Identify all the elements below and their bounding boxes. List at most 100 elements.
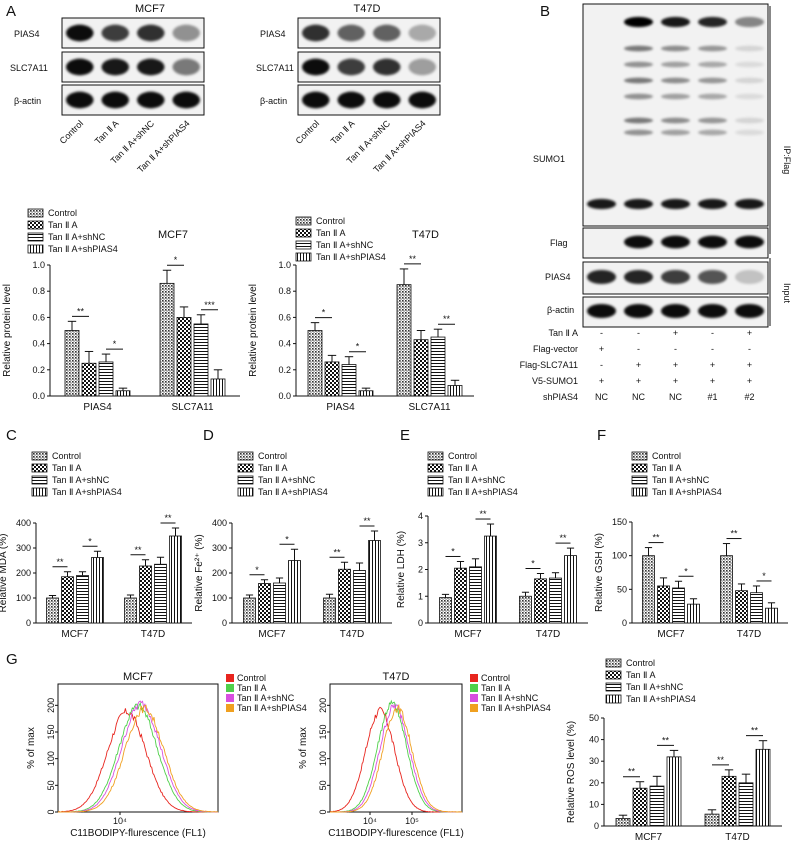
blot-band bbox=[408, 91, 436, 109]
legend-swatch bbox=[27, 220, 44, 230]
y-tick-label: 100 bbox=[318, 751, 328, 766]
bar bbox=[657, 585, 670, 624]
bar bbox=[210, 378, 226, 397]
table-cell: + bbox=[673, 360, 678, 370]
blot-band bbox=[624, 198, 653, 210]
y-tick-label: 0.4 bbox=[32, 339, 45, 349]
y-tick-label: 10 bbox=[589, 799, 599, 809]
legend-a-t47d: Control Tan Ⅱ A Tan Ⅱ A+shNC Tan Ⅱ A+shPIAS… bbox=[295, 216, 386, 262]
legend-label: Control bbox=[448, 451, 477, 461]
y-tick-label: 150 bbox=[46, 724, 56, 739]
bar bbox=[721, 775, 737, 827]
significance-label: ** bbox=[333, 547, 341, 557]
y-tick-label: 1 bbox=[418, 591, 423, 601]
legend-a-mcf7: Control Tan Ⅱ A Tan Ⅱ A+shNC Tan Ⅱ A+shPIAS… bbox=[27, 208, 118, 254]
bar bbox=[720, 555, 733, 624]
legend-swatch bbox=[226, 704, 234, 712]
y-tick-label: 150 bbox=[612, 517, 627, 527]
y-tick-label: 0 bbox=[46, 809, 56, 814]
blot-label-pias4-mcf7: PIAS4 bbox=[14, 29, 40, 39]
table-row-label: V5-SUMO1 bbox=[532, 376, 578, 386]
legend-swatch bbox=[31, 487, 48, 497]
x-axis-label: C11BODIPY-flurescence (FL1) bbox=[70, 828, 206, 839]
y-tick-label: 3 bbox=[418, 538, 423, 548]
y-tick-label: 50 bbox=[589, 713, 599, 723]
western-blot-ip bbox=[582, 3, 769, 328]
y-axis-label: Relative protein level bbox=[2, 284, 13, 377]
y-tick-label: 30 bbox=[589, 756, 599, 766]
bar bbox=[273, 582, 286, 624]
bar bbox=[353, 570, 366, 624]
legend-swatch bbox=[605, 694, 622, 704]
bar bbox=[323, 597, 336, 624]
legend-swatch bbox=[631, 463, 648, 473]
condition-table: Tan Ⅱ A - - + - + Flag-vector + - - - - Flag-SLC7A11… bbox=[520, 328, 755, 402]
legend-swatch bbox=[631, 475, 648, 485]
legend-swatch bbox=[237, 487, 254, 497]
significance-label: ** bbox=[479, 509, 487, 519]
y-tick-label: 100 bbox=[16, 593, 31, 603]
blot-band bbox=[735, 117, 764, 124]
panel-letter-f: F bbox=[597, 427, 606, 444]
bar bbox=[169, 535, 182, 624]
significance-label: ** bbox=[751, 726, 759, 736]
bar bbox=[750, 592, 763, 624]
legend-swatch bbox=[226, 684, 234, 692]
significance-label: ** bbox=[628, 767, 636, 777]
legend-g-ros: Control Tan Ⅱ A Tan Ⅱ A+shNC Tan Ⅱ A+shPIAS… bbox=[605, 658, 696, 704]
bar bbox=[341, 364, 357, 397]
bar bbox=[564, 555, 577, 624]
legend-label: Tan Ⅱ A+shNC bbox=[652, 475, 710, 485]
blot-band bbox=[101, 91, 129, 109]
significance-label: * bbox=[285, 534, 289, 544]
significance-label: * bbox=[451, 546, 455, 556]
bar bbox=[139, 565, 152, 624]
blot-band bbox=[337, 58, 365, 76]
significance-label: ** bbox=[662, 735, 670, 745]
blot-band bbox=[373, 58, 401, 76]
y-tick-label: 0.2 bbox=[278, 365, 291, 375]
y-tick-label: 0.6 bbox=[278, 312, 291, 322]
bar bbox=[615, 818, 631, 827]
table-cell: + bbox=[710, 376, 715, 386]
blot-band bbox=[408, 24, 436, 42]
histogram-curve-3 bbox=[57, 704, 219, 813]
lane-label: Control bbox=[58, 118, 86, 146]
significance-label: * bbox=[113, 339, 117, 349]
y-tick-label: 0 bbox=[26, 618, 31, 628]
blot-band bbox=[66, 58, 94, 76]
y-tick-label: 0 bbox=[622, 618, 627, 628]
bar bbox=[519, 595, 532, 624]
blot-band bbox=[698, 129, 727, 136]
x-axis-label: C11BODIPY-flurescence (FL1) bbox=[328, 828, 464, 839]
blot-band bbox=[698, 93, 727, 100]
bar bbox=[649, 785, 665, 827]
bar bbox=[176, 316, 192, 397]
y-tick-label: 50 bbox=[617, 584, 627, 594]
legend-swatch bbox=[27, 208, 44, 218]
table-cell: + bbox=[747, 360, 752, 370]
blot-label-sumo1: SUMO1 bbox=[533, 154, 565, 164]
legend-label: Tan Ⅱ A bbox=[448, 463, 477, 473]
legend-label: Control bbox=[652, 451, 681, 461]
bar bbox=[430, 336, 446, 397]
bar bbox=[765, 607, 778, 624]
bar bbox=[115, 390, 131, 397]
histogram-curve-1 bbox=[57, 701, 218, 813]
legend-swatch bbox=[27, 232, 44, 242]
histogram-curve-3 bbox=[329, 703, 463, 813]
blot-band bbox=[302, 58, 330, 76]
blot-label-flag: Flag bbox=[550, 238, 568, 248]
blot-band bbox=[735, 303, 764, 319]
histogram-curve-0 bbox=[57, 708, 218, 813]
input-label: Input bbox=[782, 283, 792, 304]
blot-band bbox=[735, 198, 764, 210]
y-tick-label: 40 bbox=[589, 735, 599, 745]
bar bbox=[454, 567, 467, 624]
y-tick-label: 0 bbox=[418, 618, 423, 628]
legend-label: Tan Ⅱ A+shPIAS4 bbox=[316, 252, 386, 262]
table-row-label: shPIAS4 bbox=[543, 392, 578, 402]
bar bbox=[439, 597, 452, 624]
